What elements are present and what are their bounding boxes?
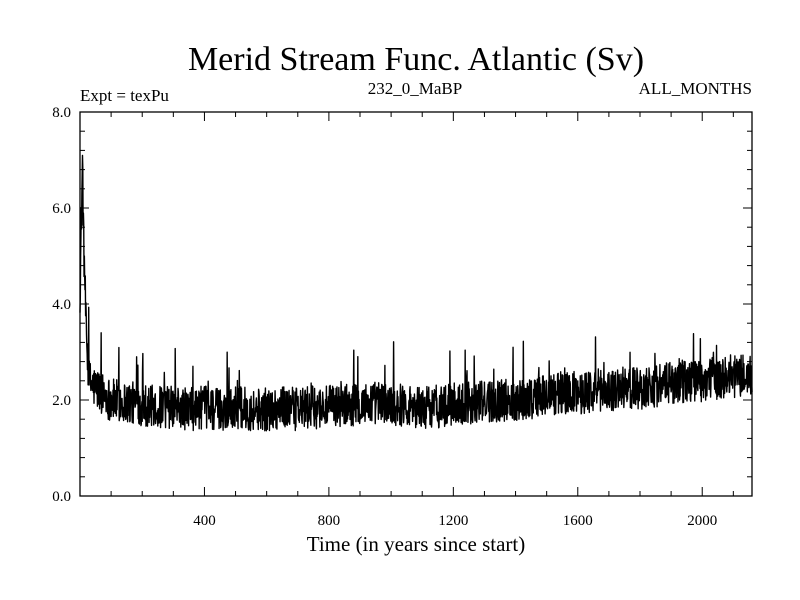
plot-frame [79,111,753,497]
y-tick-label: 2.0 [52,393,71,409]
x-tick-label: 1600 [563,513,593,529]
x-tick-label: 1200 [438,513,468,529]
y-tick-label: 6.0 [52,201,71,217]
period-label: 232_0_MaBP [368,79,462,98]
y-tick-label: 8.0 [52,105,71,121]
experiment-label: Expt = texPu [80,86,169,105]
x-tick-label: 400 [193,513,216,529]
y-tick-label: 4.0 [52,297,71,313]
x-tick-label: 800 [318,513,341,529]
y-tick-label: 0.0 [52,489,71,505]
x-axis-label: Time (in years since start) [307,532,526,556]
months-label: ALL_MONTHS [639,79,752,98]
plot-area: 400 800 1200 1600 2000 0.0 2.0 4.0 6.0 8.0 [52,105,753,529]
x-tick-label: 2000 [687,513,717,529]
series-line [79,154,753,432]
chart-title: Merid Stream Func. Atlantic (Sv) [188,41,644,78]
